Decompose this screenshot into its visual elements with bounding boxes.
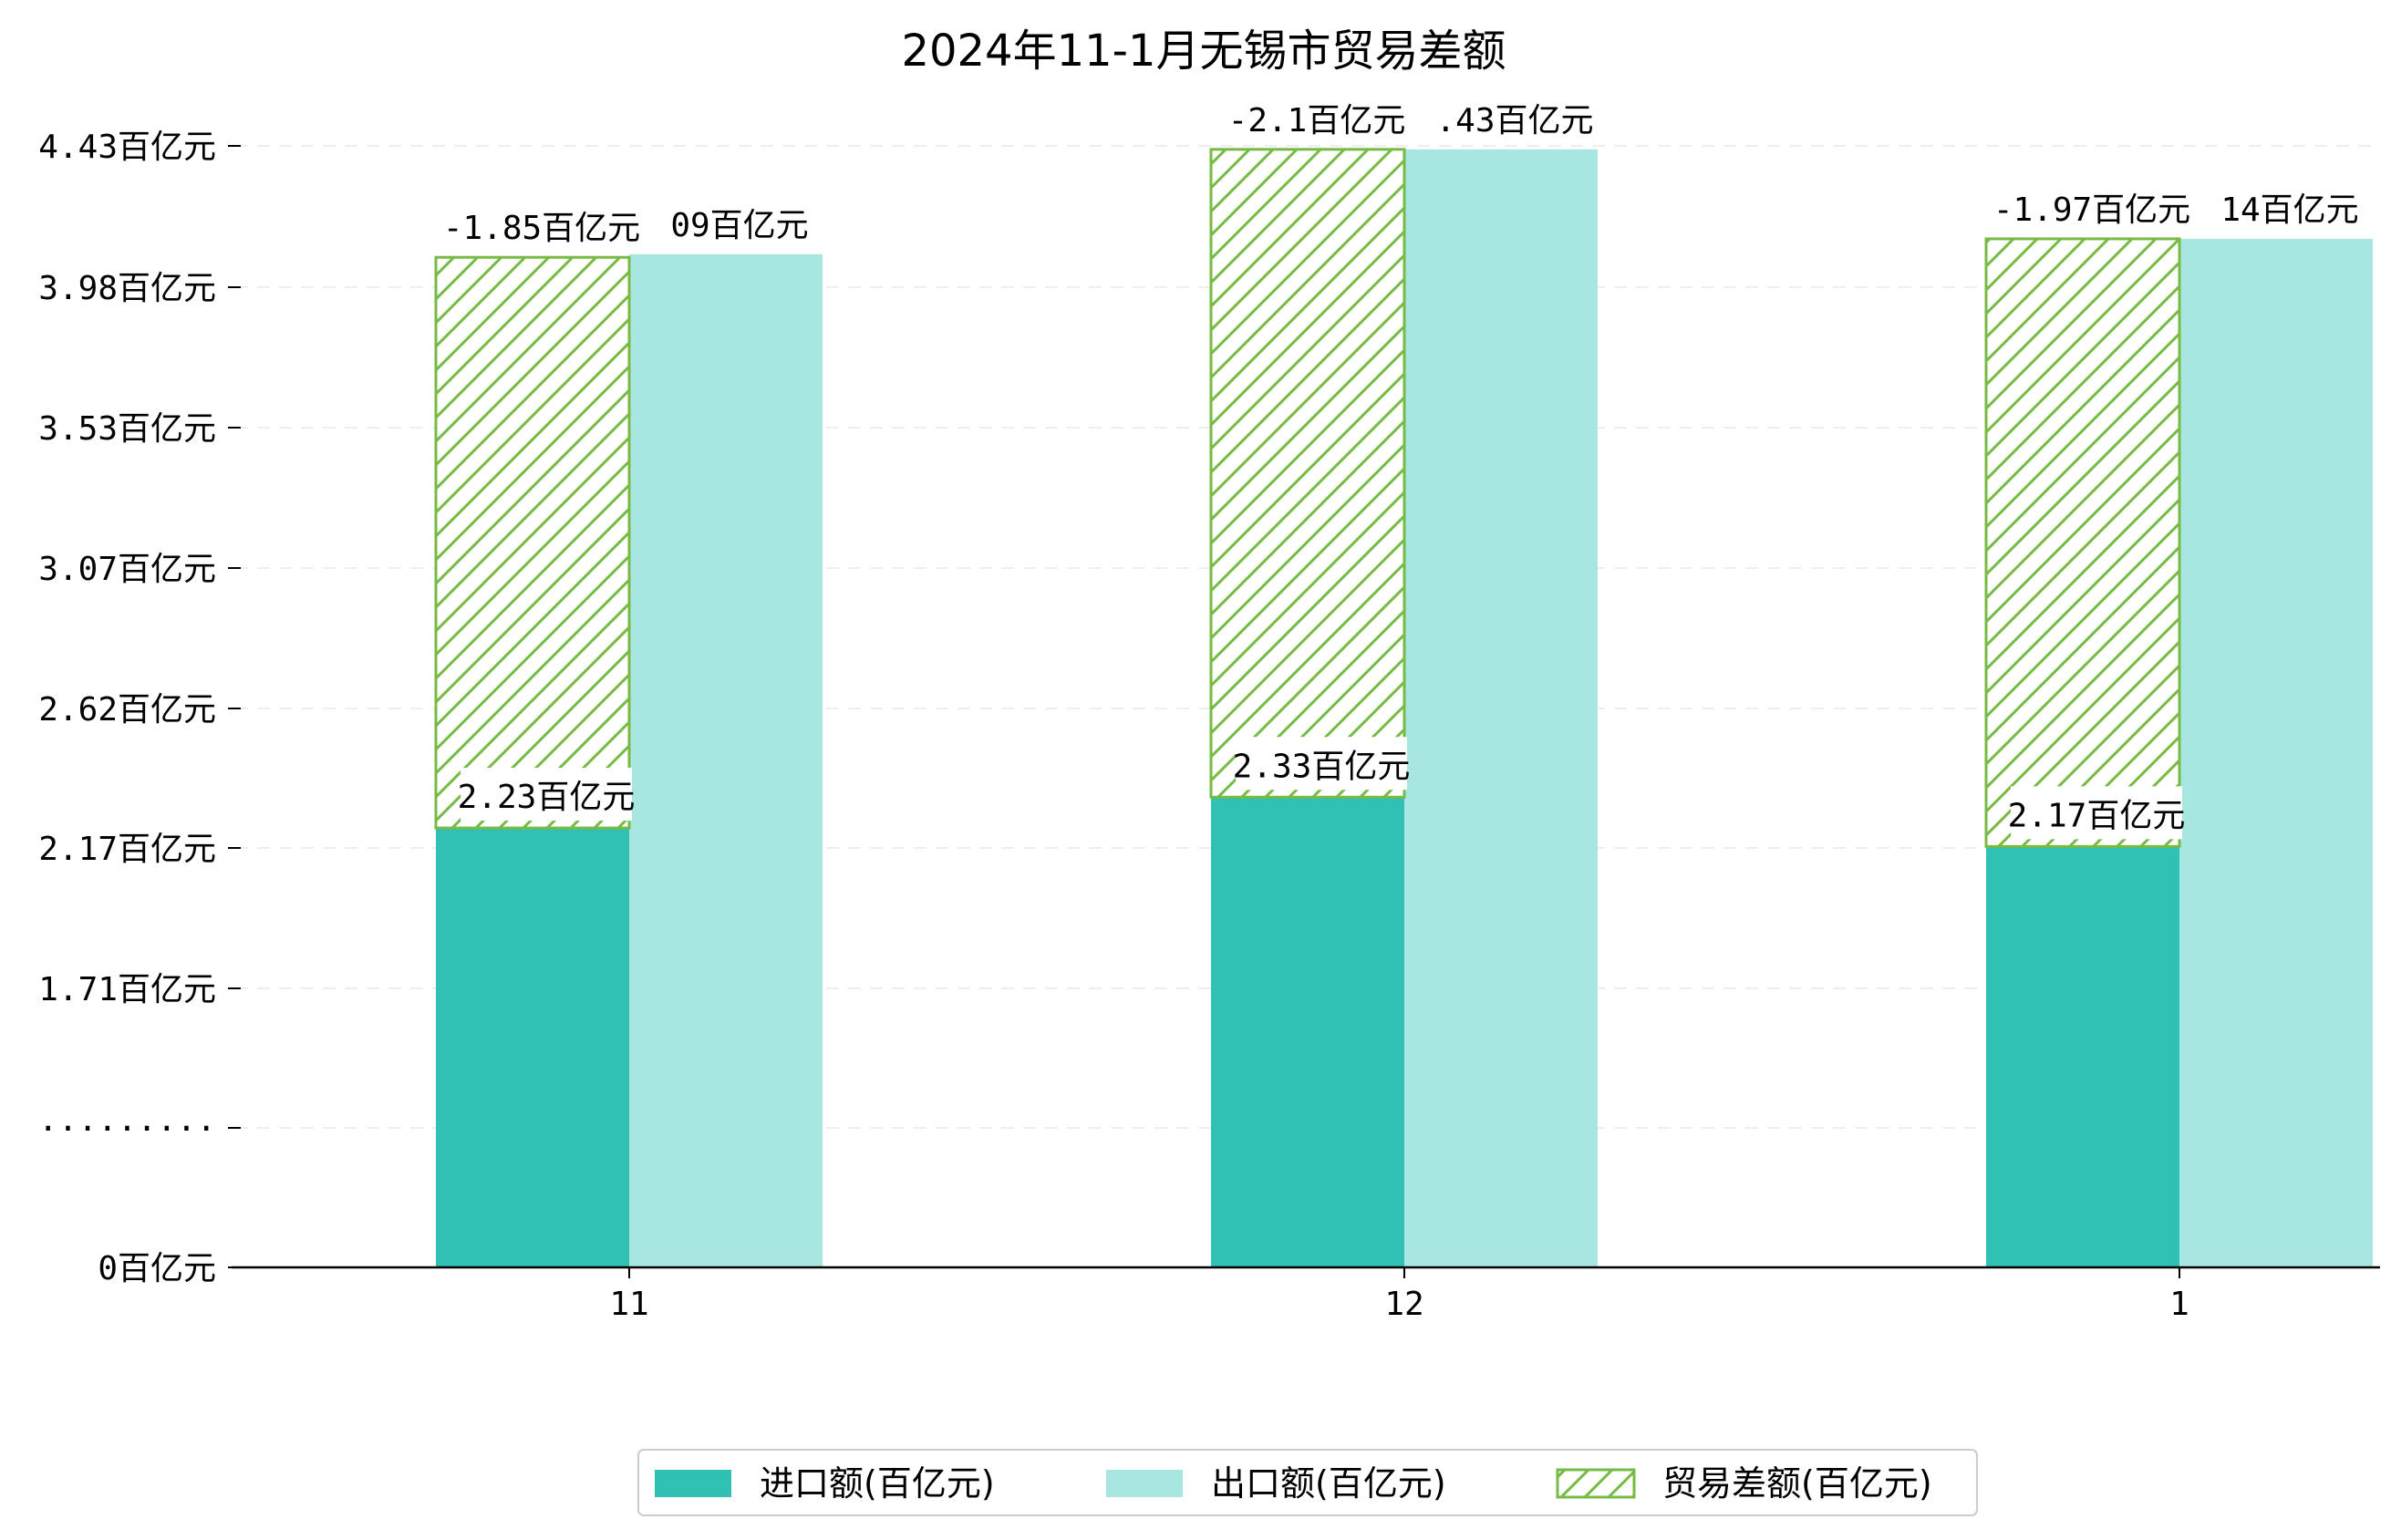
bar-import: [436, 828, 629, 1267]
data-label-balance: -1.85百亿元: [443, 210, 640, 247]
data-label-import-bg: [2011, 786, 2182, 840]
data-labels: -1.85百亿元 09百亿元 2.23百亿元 -2.1百亿元 .43百亿元 2.33百亿元…: [443, 90, 2359, 840]
bar-import: [1211, 797, 1404, 1267]
bar-export: [629, 253, 823, 1268]
y-tick-label: 2.17百亿元: [38, 831, 216, 868]
y-tick-label: 1.71百亿元: [38, 971, 216, 1008]
legend-label: 出口额(百亿元): [1211, 1463, 1446, 1504]
y-tick-label: 0百亿元: [98, 1250, 216, 1287]
data-label-import: 2.17百亿元: [2008, 797, 2186, 834]
legend-swatch: [1106, 1470, 1183, 1497]
data-label-import: 2.33百亿元: [1233, 748, 1411, 785]
data-label-export: .43百亿元: [1435, 102, 1593, 140]
data-label-export-bg: [676, 195, 803, 249]
data-label-export-bg: [1440, 90, 1589, 144]
data-label-balance: -2.1百亿元: [1228, 102, 1406, 140]
y-tick-label: 3.53百亿元: [38, 410, 216, 448]
legend-label: 进口额(百亿元): [760, 1463, 995, 1504]
data-label-export: 09百亿元: [670, 207, 808, 244]
bar-balance: [434, 255, 631, 830]
y-axis: 0百亿元 ········· 1.71百亿元 2.17百亿元 2.62百亿元 3.07百亿…: [38, 129, 241, 1287]
bars: [434, 148, 2373, 1268]
data-label-import-bg: [461, 768, 632, 822]
y-tick-label: 4.43百亿元: [38, 129, 216, 166]
chart-title: 2024年11-1月无锡市贸易差额: [901, 26, 1506, 77]
y-tick-label: 3.07百亿元: [38, 551, 216, 588]
bar-balance: [1984, 237, 2181, 848]
data-label-balance: -1.97百亿元: [1993, 191, 2190, 229]
y-tick-label: ·········: [38, 1111, 216, 1148]
bar-export: [2179, 238, 2373, 1267]
data-label-balance-bg: [445, 199, 638, 253]
x-tick-label: 11: [609, 1286, 648, 1323]
y-tick-label: 2.62百亿元: [38, 691, 216, 729]
legend: 进口额(百亿元) 出口额(百亿元) 贸易差额(百亿元): [637, 1449, 1978, 1516]
data-label-balance-bg: [1231, 90, 1403, 144]
bar-import: [1986, 846, 2179, 1267]
legend-frame: [637, 1449, 1978, 1516]
x-tick-label: 12: [1384, 1286, 1423, 1323]
bar-balance: [1209, 148, 1406, 799]
data-label-export: 14百亿元: [2220, 191, 2358, 229]
bar-export: [1404, 149, 1598, 1268]
y-tick-label: 3.98百亿元: [38, 270, 216, 307]
data-label-import: 2.23百亿元: [458, 779, 636, 816]
legend-label: 贸易差额(百亿元): [1662, 1463, 1932, 1504]
legend-swatch: [1556, 1468, 1636, 1499]
x-tick-label: 1: [2169, 1286, 2189, 1323]
data-label-balance-bg: [1995, 180, 2189, 233]
legend-swatch: [655, 1470, 731, 1497]
data-label-import-bg: [1236, 737, 1407, 791]
x-axis: 11 12 1: [232, 1266, 2380, 1323]
data-label-export-bg: [2226, 180, 2354, 233]
